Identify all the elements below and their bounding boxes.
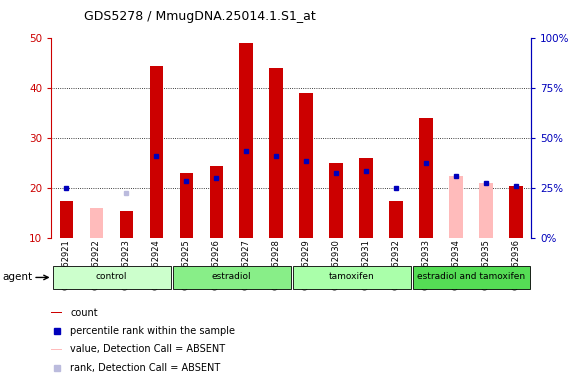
- FancyBboxPatch shape: [173, 266, 291, 289]
- Bar: [210, 166, 223, 238]
- Bar: [90, 208, 103, 238]
- Text: value, Detection Call = ABSENT: value, Detection Call = ABSENT: [70, 344, 226, 354]
- Bar: [150, 66, 163, 238]
- Bar: [270, 68, 283, 238]
- Bar: [51, 312, 62, 313]
- Bar: [449, 176, 463, 238]
- Bar: [479, 183, 493, 238]
- Text: GDS5278 / MmugDNA.25014.1.S1_at: GDS5278 / MmugDNA.25014.1.S1_at: [84, 10, 316, 23]
- Bar: [119, 210, 133, 238]
- Bar: [509, 186, 523, 238]
- Text: percentile rank within the sample: percentile rank within the sample: [70, 326, 235, 336]
- Text: rank, Detection Call = ABSENT: rank, Detection Call = ABSENT: [70, 363, 221, 373]
- FancyBboxPatch shape: [53, 266, 171, 289]
- Bar: [239, 43, 253, 238]
- Text: count: count: [70, 308, 98, 318]
- Text: control: control: [95, 272, 127, 281]
- Text: estradiol and tamoxifen: estradiol and tamoxifen: [417, 272, 525, 281]
- Bar: [419, 118, 433, 238]
- FancyBboxPatch shape: [413, 266, 530, 289]
- Bar: [329, 163, 343, 238]
- Bar: [51, 349, 62, 350]
- Bar: [389, 200, 403, 238]
- FancyBboxPatch shape: [293, 266, 411, 289]
- Bar: [359, 158, 373, 238]
- Bar: [299, 93, 313, 238]
- Text: tamoxifen: tamoxifen: [328, 272, 374, 281]
- Bar: [59, 200, 73, 238]
- Bar: [179, 173, 193, 238]
- Text: estradiol: estradiol: [211, 272, 251, 281]
- Text: agent: agent: [3, 272, 33, 283]
